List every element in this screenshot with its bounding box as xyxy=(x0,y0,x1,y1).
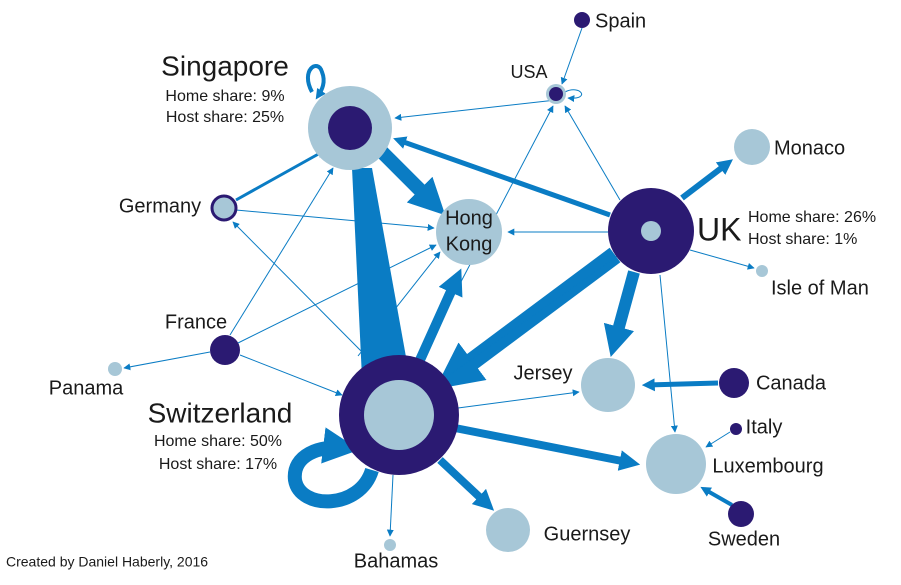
node-label: Guernsey xyxy=(544,523,631,545)
node xyxy=(436,199,502,265)
node-label: France xyxy=(165,311,227,333)
node xyxy=(646,434,706,494)
flow-arrow xyxy=(659,274,678,433)
self-loop xyxy=(564,89,583,103)
host-share: Host share: 1% xyxy=(748,231,857,248)
node-label: Sweden xyxy=(708,528,780,550)
flow-arrow xyxy=(370,140,446,216)
self-loop xyxy=(305,64,326,100)
node xyxy=(108,362,122,376)
flow-arrow xyxy=(123,351,211,371)
edges xyxy=(123,27,755,537)
node-label: Isle of Man xyxy=(771,277,869,299)
flow-arrow xyxy=(641,378,719,392)
node-label: UK xyxy=(697,211,741,247)
credit: Created by Daniel Haberly, 2016 xyxy=(6,554,208,570)
flow-arrow xyxy=(394,99,557,121)
flow-arrow xyxy=(232,221,371,361)
node-label: Canada xyxy=(756,372,827,394)
node-label: Bahamas xyxy=(354,550,439,572)
node-label: Panama xyxy=(49,377,124,399)
node-label: USA xyxy=(510,62,547,82)
node-label: Jersey xyxy=(514,362,573,384)
node xyxy=(581,358,635,412)
home-share: Home share: 50% xyxy=(154,433,282,450)
node xyxy=(730,423,742,435)
node xyxy=(756,265,768,277)
node-label: Hong xyxy=(445,207,493,229)
flow-arrow xyxy=(454,424,641,471)
node-label: Kong xyxy=(446,233,493,255)
node-label: Switzerland xyxy=(148,397,293,428)
host-share: Host share: 25% xyxy=(166,109,284,126)
host-share: Host share: 17% xyxy=(159,456,277,473)
node-core xyxy=(641,221,661,241)
node xyxy=(574,12,590,28)
flow-arrow xyxy=(437,457,495,511)
node-label: Singapore xyxy=(161,50,289,81)
node-label: Monaco xyxy=(774,137,845,159)
flow-arrow xyxy=(689,249,755,270)
flow-arrow xyxy=(560,27,583,85)
self-loop xyxy=(287,427,379,509)
node-core xyxy=(549,87,563,101)
node xyxy=(719,368,749,398)
node xyxy=(210,335,240,365)
flow-arrow xyxy=(235,150,325,202)
flow-arrow xyxy=(386,474,394,537)
node xyxy=(734,129,770,165)
flow-arrow xyxy=(700,486,733,507)
flow-arrow xyxy=(237,244,437,344)
node xyxy=(728,501,754,527)
home-share: Home share: 9% xyxy=(165,88,284,105)
flow-arrow xyxy=(415,268,463,363)
node-label: Germany xyxy=(119,195,201,217)
flow-arrow xyxy=(393,136,611,218)
home-share: Home share: 26% xyxy=(748,209,876,226)
node-label: Spain xyxy=(595,10,646,32)
node xyxy=(210,194,238,222)
node xyxy=(486,508,530,552)
flow-arrow xyxy=(603,270,640,358)
flow-arrow xyxy=(457,389,580,409)
flow-arrow xyxy=(235,209,435,231)
flow-arrow xyxy=(444,239,641,379)
flow-arrow xyxy=(229,167,334,336)
flow-arrow xyxy=(705,431,731,448)
node-label: Luxembourg xyxy=(712,455,823,477)
flow-arrow xyxy=(680,159,733,201)
flow-arrow xyxy=(564,105,621,201)
labels: Singapore USA Spain Monaco UK Isle of Man Hong… xyxy=(49,10,876,572)
flow-arrow xyxy=(352,168,408,378)
flow-arrow xyxy=(239,354,343,396)
nodes xyxy=(108,12,770,552)
node-core xyxy=(364,380,434,450)
node-label: Italy xyxy=(746,416,783,438)
node xyxy=(384,539,396,551)
node-core xyxy=(328,106,372,150)
